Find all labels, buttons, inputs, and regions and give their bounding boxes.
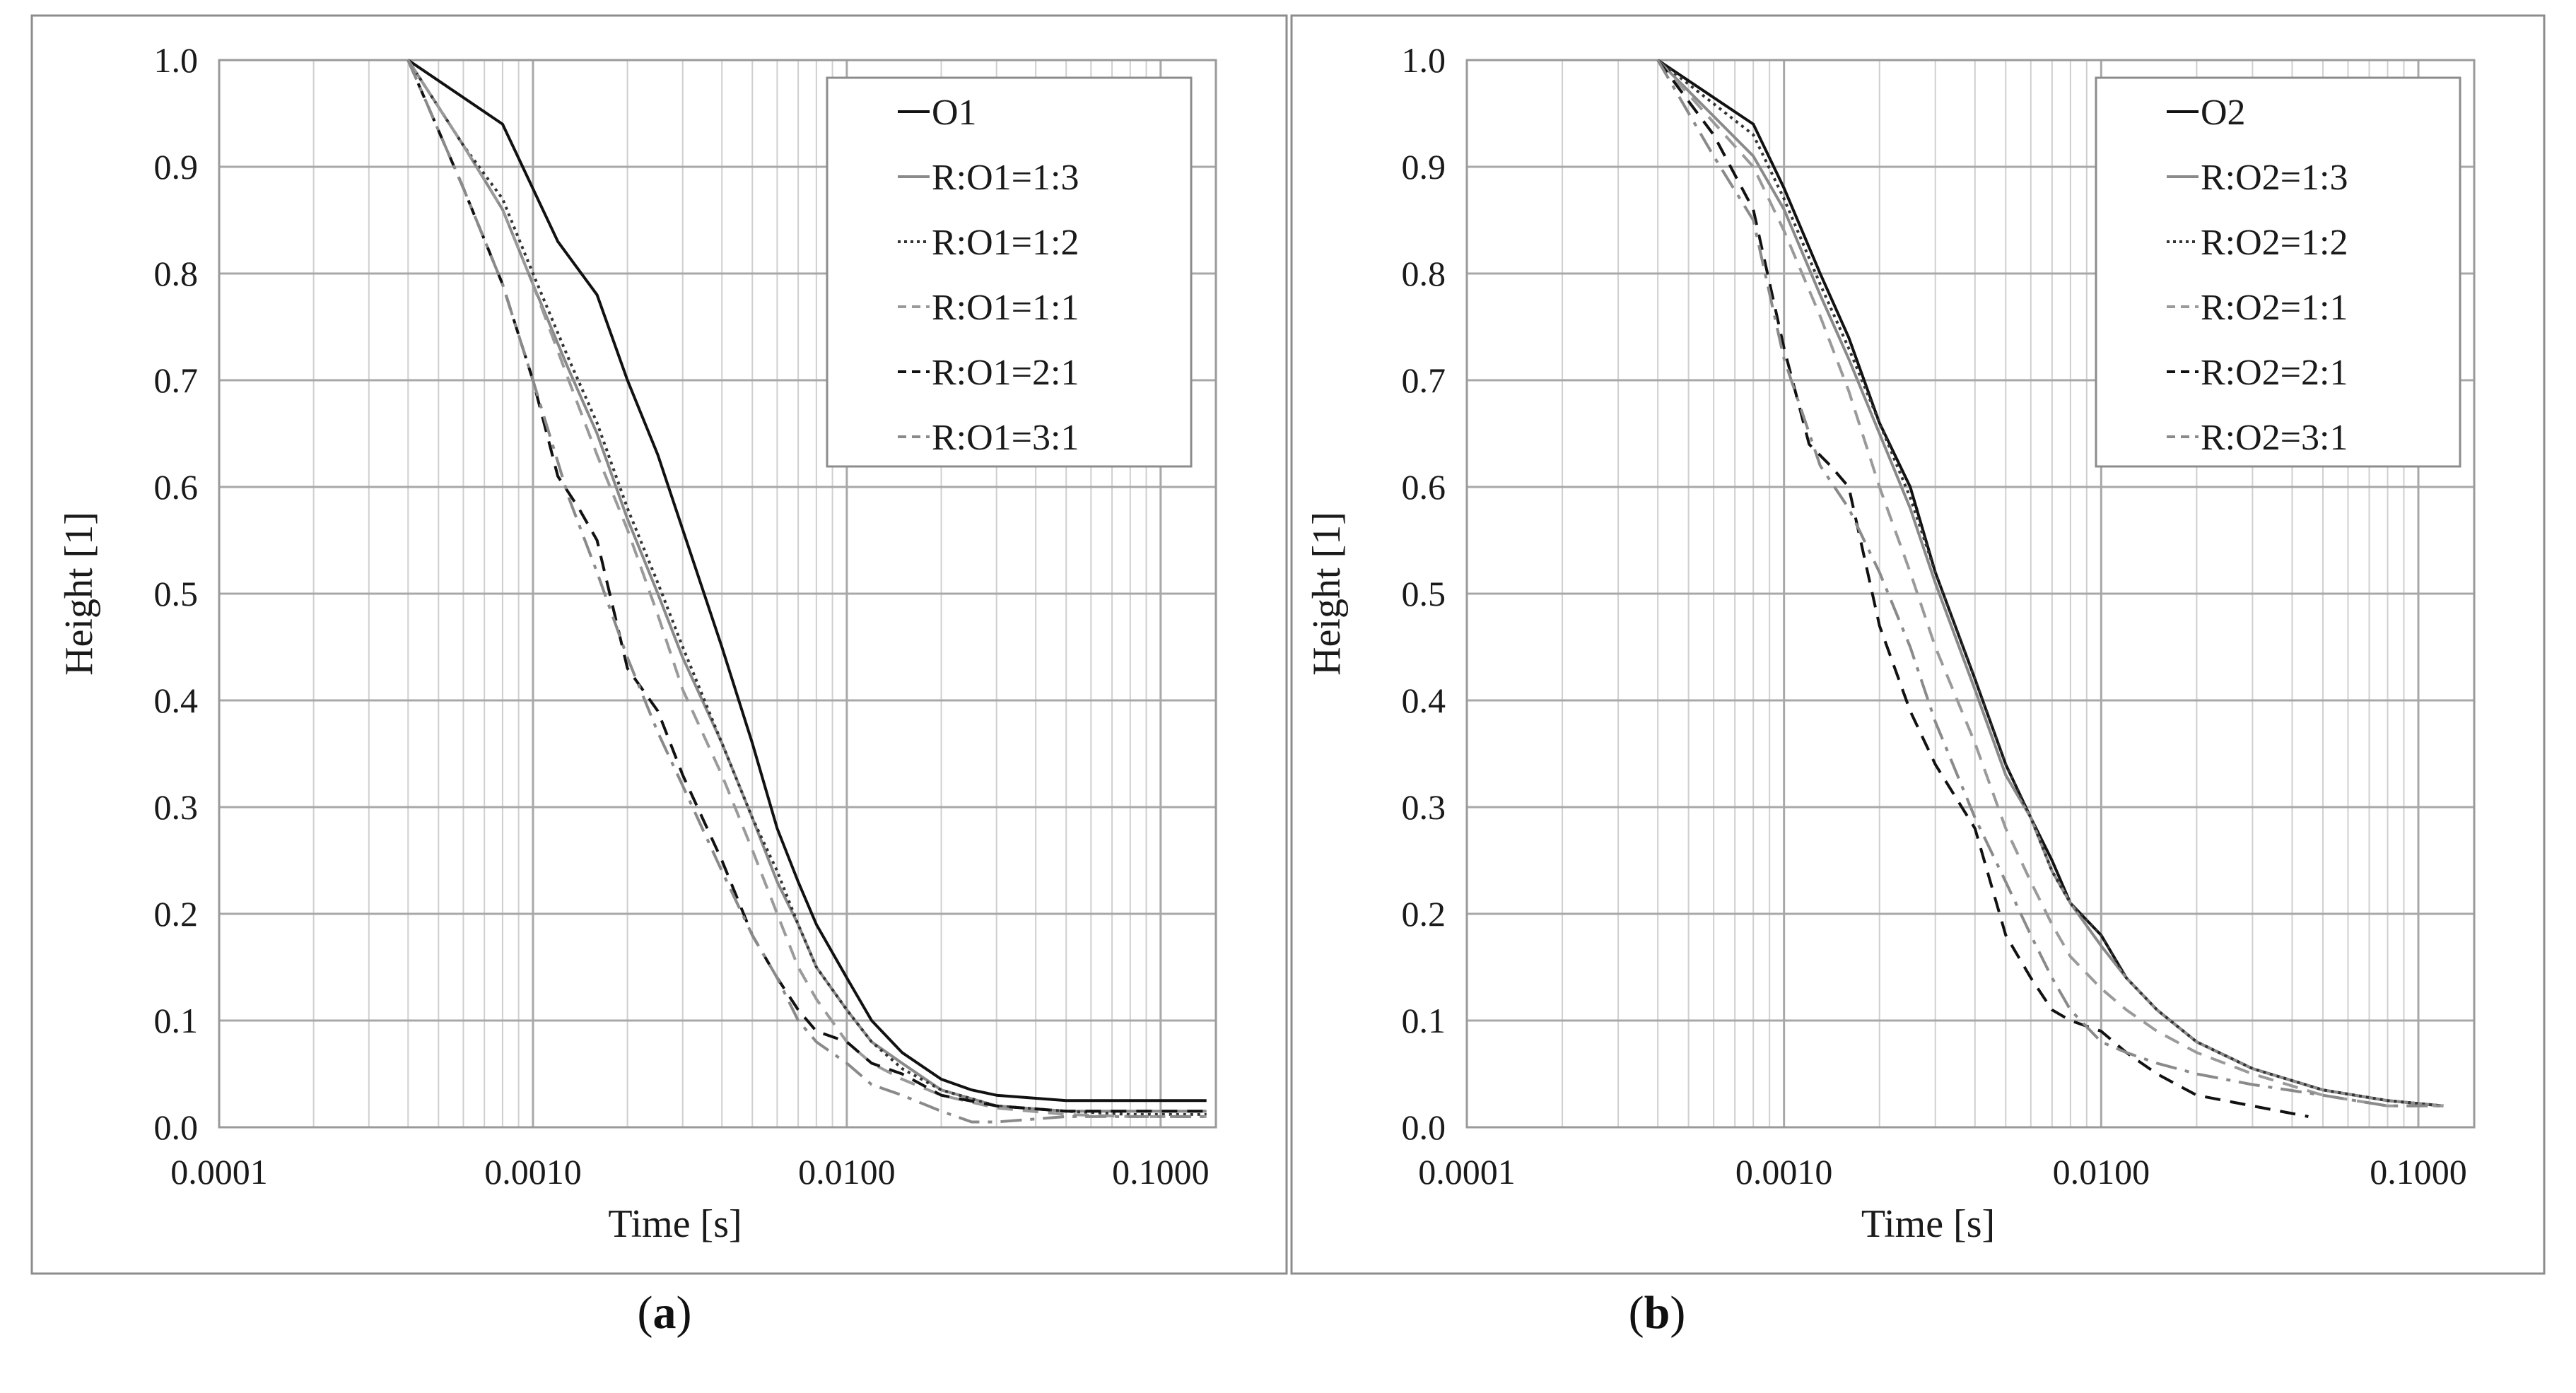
- chart-panel-a: 0.0 0.1 0.2 0.3 0.4 0.5 0.6 0.7 0.8 0.9 1.0 0.0001 0…: [30, 14, 1288, 1275]
- y-tick-label: 0.5: [1402, 574, 1446, 613]
- legend: O2 R:O2=1:3 R:O2=1:2 R:O2=1:1 R:O2=2:1 R:O2=3…: [2095, 76, 2461, 468]
- legend-label: R:O2=1:2: [2201, 223, 2348, 263]
- y-tick-label: 0.3: [154, 787, 199, 827]
- series-line-2: [406, 59, 1207, 1113]
- y-tick-label: 0.1: [154, 1001, 199, 1040]
- x-tick-label: 0.0100: [798, 1152, 896, 1192]
- series-line-4: [406, 59, 1207, 1118]
- legend-label: R:O1=3:1: [932, 418, 1079, 458]
- legend-label: R:O2=1:1: [2201, 288, 2348, 328]
- x-tick-label: 0.1000: [2370, 1152, 2467, 1192]
- y-tick-label: 0.0: [1402, 1107, 1446, 1147]
- y-tick-label: 0.7: [1402, 360, 1446, 400]
- x-tick-label: 0.0001: [170, 1152, 268, 1192]
- x-tick-label: 0.0001: [1418, 1152, 1516, 1192]
- x-tick-label: 0.1000: [1112, 1152, 1210, 1192]
- y-tick-label: 0.4: [154, 681, 199, 720]
- caption-a: (a): [637, 1287, 692, 1339]
- y-tick-label: 0.5: [154, 574, 199, 613]
- legend: O1 R:O1=1:3 R:O1=1:2 R:O1=1:1 R:O1=2:1 R:O1=3…: [826, 76, 1193, 468]
- y-tick-label: 1.0: [154, 40, 199, 80]
- legend-box: [826, 76, 1193, 468]
- y-tick-label: 0.8: [154, 254, 199, 293]
- y-tick-label: 0.2: [154, 894, 199, 934]
- y-tick-label: 1.0: [1402, 40, 1446, 80]
- y-tick-label: 0.8: [1402, 254, 1446, 293]
- legend-label: R:O1=2:1: [932, 353, 1079, 393]
- y-tick-label: 0.7: [154, 360, 199, 400]
- y-tick-label: 0.3: [1402, 787, 1446, 827]
- series-line-4: [1656, 59, 2444, 1107]
- legend-label: O2: [2201, 93, 2246, 133]
- y-tick-label: 0.9: [154, 147, 199, 187]
- series-line-6: [1656, 59, 2444, 1107]
- x-tick-label: 0.0100: [2053, 1152, 2150, 1192]
- y-tick-label: 0.1: [1402, 1001, 1446, 1040]
- plot-area: [1465, 59, 2476, 1129]
- y-tick-label: 0.6: [154, 467, 199, 507]
- series-line-6: [406, 59, 1207, 1124]
- chart-panel-b: 0.0 0.1 0.2 0.3 0.4 0.5 0.6 0.7 0.8 0.9 1.0 0.0001 0…: [1290, 14, 2546, 1275]
- y-axis-title: Height [1]: [1305, 512, 1349, 676]
- series-line-1: [407, 59, 1207, 1103]
- x-tick-label: 0.0010: [1735, 1152, 1833, 1192]
- legend-label: R:O1=1:1: [932, 288, 1079, 328]
- legend-label: R:O2=3:1: [2201, 418, 2348, 458]
- caption-b: (b): [1628, 1287, 1686, 1339]
- legend-label: R:O2=1:3: [2201, 158, 2348, 198]
- legend-label: R:O1=1:3: [932, 158, 1079, 198]
- x-axis-title: Time [s]: [1861, 1202, 1995, 1246]
- legend-label: R:O2=2:1: [2201, 353, 2348, 393]
- series-line-5: [1656, 59, 2309, 1118]
- y-tick-label: 0.2: [1402, 894, 1446, 934]
- y-axis-title: Height [1]: [57, 512, 101, 676]
- y-tick-label: 0.6: [1402, 467, 1446, 507]
- legend-label: R:O1=1:2: [932, 223, 1079, 263]
- x-axis-title: Time [s]: [608, 1202, 742, 1246]
- plot-area: [218, 59, 1217, 1129]
- series-line-2: [1656, 59, 2444, 1107]
- y-tick-label: 0.0: [154, 1107, 199, 1147]
- y-tick-label: 0.4: [1402, 681, 1446, 720]
- y-tick-label: 0.9: [1402, 147, 1446, 187]
- legend-box: [2095, 76, 2461, 468]
- legend-label: O1: [932, 93, 977, 133]
- series-line-3: [406, 59, 1207, 1116]
- x-tick-label: 0.0010: [484, 1152, 582, 1192]
